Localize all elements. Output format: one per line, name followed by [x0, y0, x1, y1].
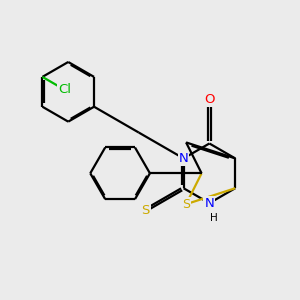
Text: Cl: Cl	[58, 83, 71, 96]
Text: N: N	[205, 196, 214, 210]
Text: H: H	[210, 213, 218, 223]
Text: S: S	[141, 204, 150, 217]
Text: S: S	[182, 198, 190, 211]
Text: O: O	[204, 93, 214, 106]
Text: N: N	[179, 152, 188, 165]
